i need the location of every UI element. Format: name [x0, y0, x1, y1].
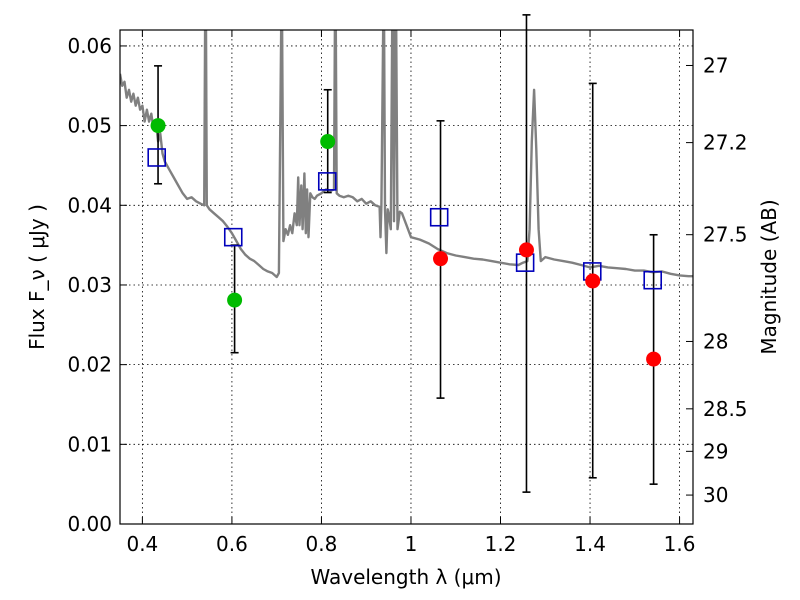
y2-tick-label: 30 [703, 483, 728, 507]
y-tick-label: 0.01 [67, 432, 112, 456]
y2-tick-label: 28.5 [703, 397, 748, 421]
y-tick-label: 0.03 [67, 273, 112, 297]
y-tick-label: 0.02 [67, 353, 112, 377]
x-tick-label: 1.6 [664, 532, 696, 556]
x-tick-label: 0.8 [306, 532, 338, 556]
model-photometry-point [147, 148, 167, 167]
x-axis-label: Wavelength λ (μm) [310, 565, 501, 589]
plot-frame [119, 29, 694, 525]
y2-axis-label: Magnitude (AB) [757, 199, 781, 354]
y2-tick-label: 28 [703, 329, 728, 353]
y-tick-label: 0.05 [67, 114, 112, 138]
y2-tick-label: 27.5 [703, 223, 748, 247]
x-tick-label: 1.4 [574, 532, 606, 556]
nir-flux-point [585, 273, 601, 289]
optical-flux-point [227, 292, 243, 308]
optical-flux-point [320, 134, 336, 150]
x-tick-label: 1.2 [485, 532, 517, 556]
model-photometry-point [223, 227, 243, 247]
model-photometry-point [643, 270, 663, 290]
x-tick-label: 1 [405, 532, 418, 556]
model-photometry-point [317, 172, 337, 191]
y2-tick-label: 27.2 [703, 131, 748, 155]
x-tick-label: 0.4 [126, 532, 158, 556]
nir-flux-point [646, 351, 662, 367]
y-tick-label: 0.00 [67, 512, 112, 536]
optical-flux-point [150, 118, 166, 134]
x-tick-label: 0.6 [216, 532, 248, 556]
ticks: 0.4 0.6 0.8 1 1.2 1.4 1.6 0.00 0.01 0.02 0.03 0.04 0… [67, 30, 748, 556]
y2-tick-label: 29 [703, 439, 728, 463]
y-tick-label: 0.04 [67, 193, 112, 217]
nir-flux-point [433, 251, 449, 267]
y2-tick-label: 27 [703, 53, 728, 77]
y-axis-label: Flux F_ν ( μJy ) [25, 204, 49, 350]
model-photometry-point [429, 207, 449, 227]
y-tick-label: 0.06 [67, 34, 112, 58]
markers [147, 118, 663, 367]
nir-flux-point [518, 242, 534, 258]
